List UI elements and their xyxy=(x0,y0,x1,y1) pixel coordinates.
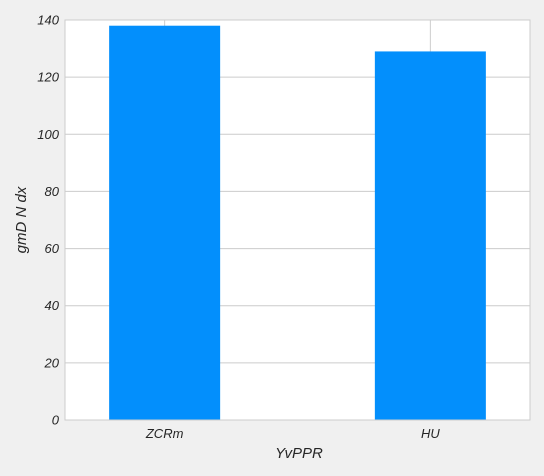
bar-zcrm xyxy=(109,25,221,420)
y-tick-label: 20 xyxy=(44,355,60,370)
bars xyxy=(109,25,486,421)
x-tick-label: ZCRm xyxy=(145,426,184,441)
y-tick-label: 0 xyxy=(52,413,60,428)
bar-hu xyxy=(374,51,486,421)
plot-frame xyxy=(64,19,531,421)
y-tick-labels: 0 20 40 60 80 100 120 140 xyxy=(37,13,59,428)
y-tick-label: 100 xyxy=(37,127,59,142)
y-tick-label: 140 xyxy=(37,13,59,28)
x-tick-label: HU xyxy=(421,426,440,441)
y-tick-label: 60 xyxy=(45,241,60,256)
y-tick-label: 80 xyxy=(45,184,60,199)
y-axis-label: gmD N dx xyxy=(13,186,30,253)
y-tick-label: 40 xyxy=(45,298,60,313)
x-tick-labels: ZCRm HU xyxy=(145,426,440,441)
x-axis-label: YvPPR xyxy=(275,445,323,462)
y-tick-label: 120 xyxy=(37,70,59,85)
